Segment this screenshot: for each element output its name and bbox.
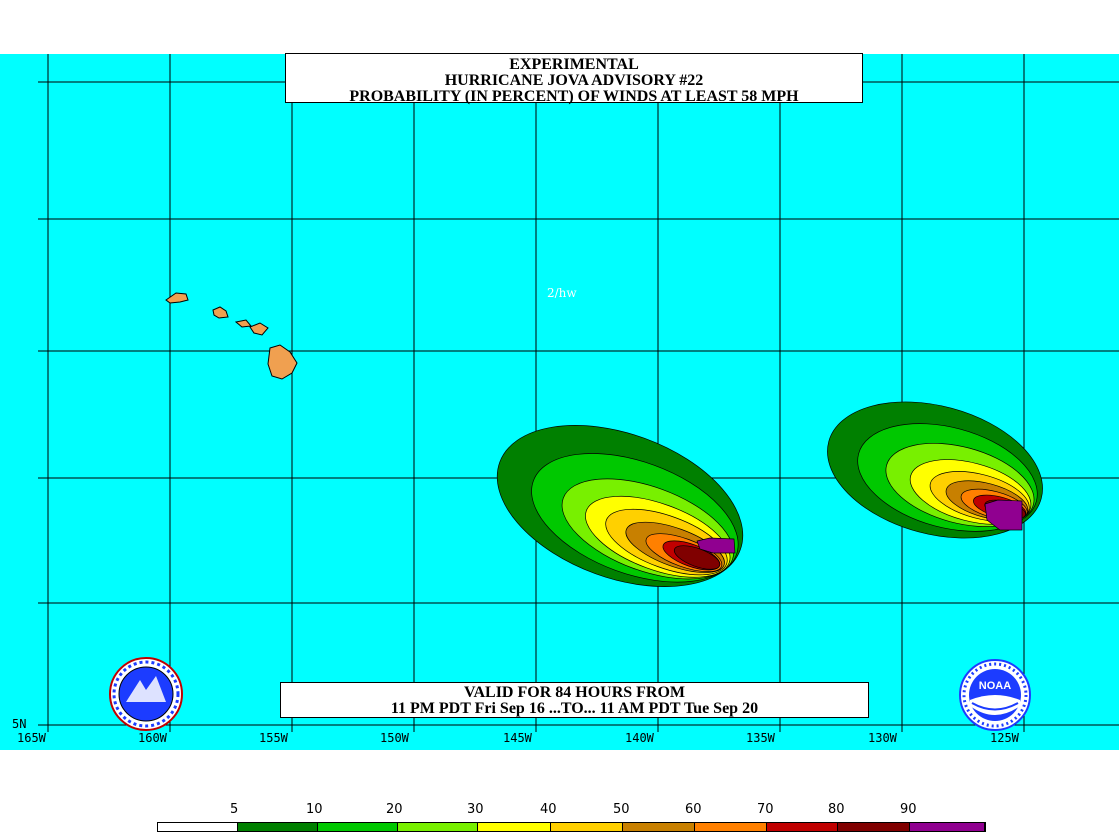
legend-swatch xyxy=(767,823,838,831)
probability-swath-west xyxy=(496,425,744,587)
valid-line-2: 11 PM PDT Fri Sep 16 ...TO... 11 AM PDT … xyxy=(390,700,759,717)
lat-label-5n: 5N xyxy=(12,717,27,731)
kauai-island xyxy=(165,292,189,304)
legend-swatch xyxy=(695,823,767,831)
graticule xyxy=(38,54,1119,732)
swath-west-max-area xyxy=(696,537,736,554)
valid-line-1: VALID FOR 84 HOURS FROM xyxy=(463,684,686,701)
noaa-logo: NOAA xyxy=(959,659,1031,731)
lon-label-165w: 165W xyxy=(17,731,46,745)
legend-swatch xyxy=(478,823,551,831)
title-line-1: EXPERIMENTAL xyxy=(509,56,639,73)
legend-swatch xyxy=(398,823,478,831)
lon-label-140w: 140W xyxy=(625,731,654,745)
map-title: EXPERIMENTAL HURRICANE JOVA ADVISORY #22… xyxy=(285,53,863,105)
national-weather-service-logo xyxy=(109,657,183,731)
lon-label-155w: 155W xyxy=(259,731,288,745)
legend-swatch xyxy=(623,823,695,831)
legend-tick-80: 80 xyxy=(828,802,845,817)
legend-tick-90: 90 xyxy=(900,802,917,817)
legend-tick-30: 30 xyxy=(467,802,484,817)
title-line-3: PROBABILITY (IN PERCENT) OF WINDS AT LEA… xyxy=(349,88,799,105)
legend-swatch xyxy=(910,823,985,831)
legend-swatch xyxy=(238,823,318,831)
legend-tick-50: 50 xyxy=(613,802,630,817)
legend-swatch xyxy=(158,823,238,831)
lon-label-145w: 145W xyxy=(503,731,532,745)
lon-label-130w: 130W xyxy=(868,731,897,745)
hawaiian-islands xyxy=(165,292,298,380)
swath-east-max-area xyxy=(984,499,1023,531)
legend-tick-40: 40 xyxy=(540,802,557,817)
oahu-island xyxy=(212,306,229,319)
legend-swatch xyxy=(838,823,910,831)
legend-color-bar xyxy=(157,822,986,832)
legend-swatch xyxy=(318,823,398,831)
legend-tick-10: 10 xyxy=(306,802,323,817)
legend-tick-70: 70 xyxy=(757,802,774,817)
legend-tick-5: 5 xyxy=(230,802,239,817)
lon-label-160w: 160W xyxy=(138,731,167,745)
noaa-logo-text: NOAA xyxy=(979,680,1011,692)
legend-tick-20: 20 xyxy=(386,802,403,817)
lon-label-135w: 135W xyxy=(746,731,775,745)
map-annotation: 2/hw xyxy=(547,286,577,300)
ocean-background xyxy=(0,54,1119,750)
legend-tick-60: 60 xyxy=(685,802,702,817)
valid-period: VALID FOR 84 HOURS FROM 11 PM PDT Fri Se… xyxy=(280,682,869,718)
lon-label-150w: 150W xyxy=(380,731,409,745)
big-island xyxy=(267,344,298,380)
maui-island xyxy=(249,322,269,336)
legend-swatch xyxy=(551,823,623,831)
molokai-island xyxy=(234,319,252,328)
lon-label-125w: 125W xyxy=(990,731,1019,745)
title-line-2: HURRICANE JOVA ADVISORY #22 xyxy=(444,72,704,89)
